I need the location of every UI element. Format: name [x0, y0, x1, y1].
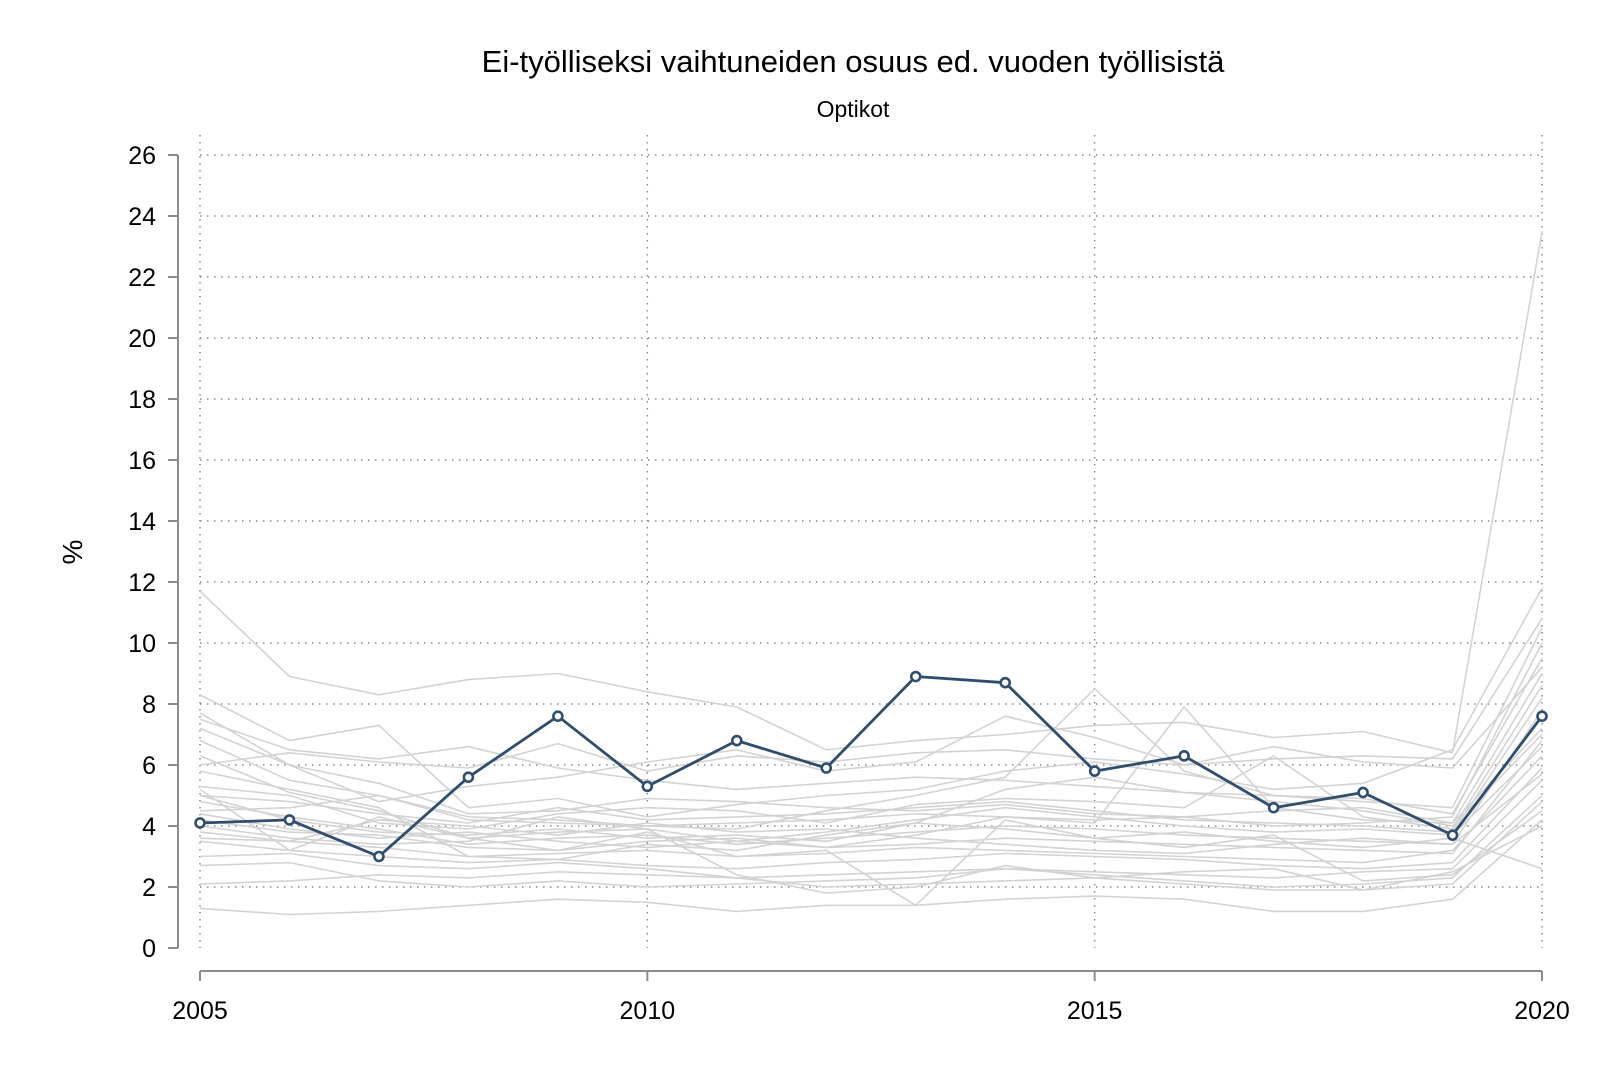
highlight-series-point	[1088, 765, 1101, 777]
highlight-series-point	[194, 817, 206, 829]
y-tick-label: 2	[142, 874, 156, 902]
y-tick-label: 0	[142, 935, 156, 963]
highlight-series-point	[552, 710, 564, 723]
y-tick-label: 16	[128, 447, 156, 475]
highlight-series-point	[999, 676, 1012, 689]
y-tick-label: 8	[142, 691, 156, 719]
background-series-line	[199, 788, 1543, 907]
background-series	[199, 231, 1543, 916]
highlight-series-point	[283, 814, 296, 826]
background-series-line	[199, 733, 1543, 843]
background-series-line	[199, 801, 1543, 891]
background-series-line	[199, 819, 1543, 916]
y-tick-label: 10	[128, 630, 156, 658]
y-tick-label: 18	[128, 386, 156, 414]
y-tick-label: 24	[128, 203, 156, 231]
highlight-series-point	[820, 762, 833, 774]
background-series-line	[199, 773, 1543, 855]
x-tick-label: 2020	[1514, 997, 1570, 1025]
x-tick-label: 2005	[172, 997, 228, 1025]
y-tick-label: 22	[128, 264, 156, 292]
background-series-line	[199, 770, 1543, 870]
y-tick-label: 20	[128, 325, 156, 353]
background-series-line	[199, 709, 1543, 846]
background-series-line	[199, 816, 1543, 894]
background-series-line	[199, 673, 1543, 849]
highlight-series-point	[1446, 829, 1459, 841]
y-tick-label: 14	[128, 508, 156, 536]
highlight-series-point	[373, 850, 385, 863]
chart-title: Ei-työlliseksi vaihtuneiden osuus ed. vu…	[482, 44, 1225, 79]
background-series-line	[199, 618, 1543, 803]
background-series-line	[199, 755, 1543, 864]
background-series-line	[199, 767, 1543, 870]
highlight-series-point	[1267, 801, 1280, 814]
background-series-line	[199, 231, 1543, 754]
y-tick-label: 26	[128, 142, 156, 170]
background-series-line	[199, 685, 1543, 830]
background-series-line	[199, 627, 1543, 809]
chart-subtitle: Optikot	[817, 96, 890, 122]
highlight-series-line	[199, 675, 1544, 858]
background-series-line	[199, 727, 1543, 827]
highlight-series-point	[1357, 786, 1369, 799]
highlight-series-point	[730, 734, 743, 747]
background-series-line	[199, 746, 1543, 849]
y-tick-label: 12	[128, 569, 156, 597]
x-tick-label: 2010	[620, 997, 676, 1025]
background-series-line	[199, 657, 1543, 830]
y-tick-label: 6	[142, 752, 156, 780]
highlight-series	[194, 670, 1548, 863]
highlight-series-point	[909, 670, 922, 683]
y-tick-label: 4	[142, 813, 156, 841]
grid	[199, 135, 1543, 948]
highlight-series-point	[462, 771, 475, 784]
background-series-line	[199, 587, 1543, 818]
y-axis-label: %	[57, 540, 88, 565]
background-series-line	[199, 794, 1543, 888]
background-series-line	[199, 697, 1543, 833]
highlight-series-point	[641, 780, 654, 793]
background-series-line	[199, 666, 1543, 772]
highlight-series-point	[1178, 750, 1190, 762]
background-series-line	[199, 779, 1543, 879]
background-series-line	[199, 740, 1543, 855]
highlight-series-point	[1536, 710, 1548, 723]
x-tick-label: 2015	[1067, 997, 1123, 1025]
